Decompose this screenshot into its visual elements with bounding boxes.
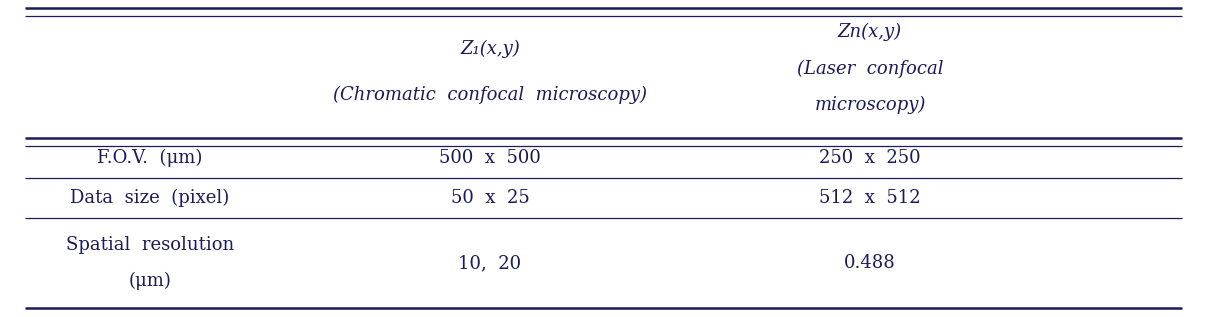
Text: Zn(x,y): Zn(x,y) [838,23,902,41]
Text: 512  x  512: 512 x 512 [820,189,921,207]
Text: Data  size  (pixel): Data size (pixel) [70,189,229,207]
Text: 0.488: 0.488 [844,254,896,272]
Text: microscopy): microscopy) [815,96,926,114]
Text: (Laser  confocal: (Laser confocal [797,60,943,78]
Text: 10,  20: 10, 20 [459,254,521,272]
Text: F.O.V.  (μm): F.O.V. (μm) [98,149,203,167]
Text: 50  x  25: 50 x 25 [450,189,530,207]
Text: 500  x  500: 500 x 500 [439,149,541,167]
Text: Spatial  resolution: Spatial resolution [66,236,234,254]
Text: (μm): (μm) [129,272,171,290]
Text: Z₁(x,y): Z₁(x,y) [460,40,520,58]
Text: 250  x  250: 250 x 250 [820,149,921,167]
Text: (Chromatic  confocal  microscopy): (Chromatic confocal microscopy) [333,86,647,104]
